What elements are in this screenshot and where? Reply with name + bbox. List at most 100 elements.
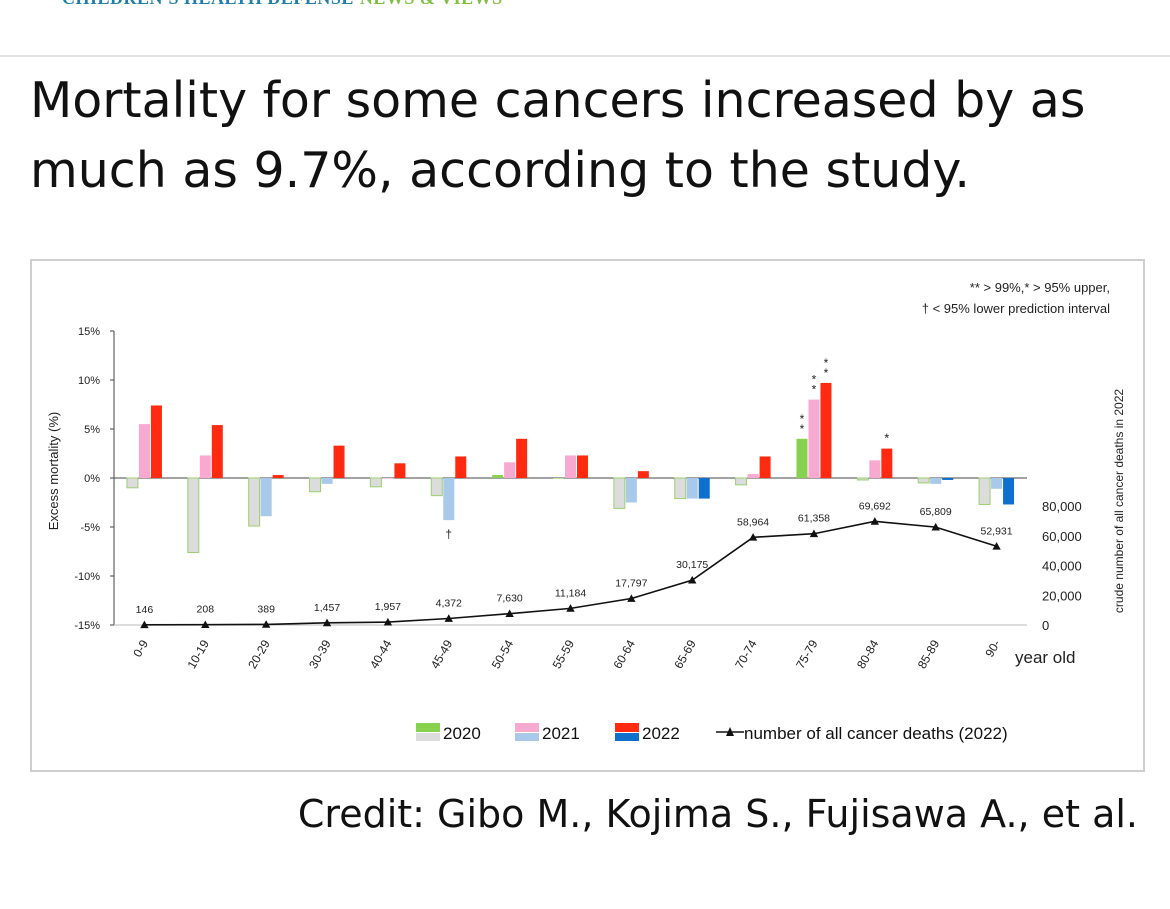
y2-axis-title: crude number of all cancer deaths in 202… (1112, 389, 1126, 613)
y-tick-label: -10% (74, 571, 100, 583)
bar-2022-80-84 (881, 448, 893, 478)
line-point-30-39 (322, 618, 332, 627)
x-tick-label: 65-69 (671, 637, 699, 671)
legend-swatch-neg-2021 (515, 733, 539, 741)
line-data-label: 7,630 (496, 593, 522, 605)
legend-label-2020: 2020 (443, 724, 481, 743)
annotation-lower: † < 95% lower prediction interval (922, 301, 1110, 316)
y2-tick-label: 60,000 (1042, 529, 1082, 544)
line-data-label: 61,358 (798, 513, 830, 525)
legend-line-marker (726, 727, 734, 736)
x-tick-label: 75-79 (793, 637, 821, 671)
significance-mark: * (824, 366, 829, 380)
y-tick-label: -5% (80, 522, 100, 534)
legend-swatch-neg-2022 (615, 733, 639, 741)
bar-2022-85-89 (942, 478, 954, 480)
legend-label-line: number of all cancer deaths (2022) (744, 724, 1008, 743)
bar-2020-30-39 (309, 477, 322, 493)
bar-2021-60-64 (625, 478, 637, 503)
bar-2022-20-29 (272, 475, 284, 478)
line-point-80-84 (870, 517, 880, 525)
line-point-0-9 (140, 620, 149, 629)
excess-mortality-chart: 15% 10% 5% 0% -5% -10% -15% Excess mortality (%… (46, 280, 1126, 743)
y-tick-label: 15% (78, 326, 100, 338)
bar-2021-90- (991, 478, 1003, 489)
headline: Mortality for some cancers increased by … (30, 72, 1086, 199)
bar-2021-65-69 (686, 478, 698, 499)
x-tick-label: 50-54 (489, 637, 517, 671)
line-data-label: 146 (136, 604, 154, 616)
bar-2020-0-9 (126, 477, 139, 489)
image-credit: Credit: Gibo M., Kojima S., Fujisawa A.,… (297, 792, 1138, 836)
x-tick-label: 60-64 (610, 637, 638, 671)
chart-figure: 15% 10% 5% 0% -5% -10% -15% Excess mortality (%… (30, 259, 1145, 772)
bar-2022-30-39 (333, 445, 345, 478)
bar-2020-20-29 (248, 477, 261, 527)
bar-2021-20-29 (260, 478, 272, 517)
x-tick-label: 40-44 (367, 637, 395, 671)
bar-2021-40-44 (382, 478, 394, 479)
bar-2022-90- (1003, 478, 1015, 505)
bar-2022-45-49 (455, 456, 467, 478)
x-tick-label: 20-29 (245, 637, 273, 671)
line-data-label: 208 (197, 604, 215, 616)
line-point-50-54 (505, 609, 514, 618)
y-tick-label: 10% (78, 375, 100, 387)
x-tick-label: 70-74 (732, 637, 760, 671)
line-point-65-69 (688, 575, 697, 584)
significance-mark: † (445, 527, 452, 541)
significance-mark: * (884, 431, 889, 446)
annotation-upper: ** > 99%,* > 95% upper, (970, 280, 1110, 295)
line-data-label: 58,964 (737, 516, 769, 528)
y-tick-label: 5% (84, 424, 100, 436)
y2-tick-label: 20,000 (1042, 588, 1082, 603)
bar-2020-75-79 (796, 438, 808, 478)
masthead-section: NEWS & VIEWS (360, 0, 503, 8)
bar-2022-55-59 (577, 455, 588, 478)
x-tick-label: 80-84 (854, 637, 882, 671)
x-tick-label: 10-19 (184, 637, 212, 671)
bar-2022-75-79 (820, 382, 832, 478)
bar-2022-0-9 (150, 405, 162, 478)
x-tick-label: 90- (982, 637, 1003, 659)
bar-2020-60-64 (613, 477, 626, 509)
line-data-label: 11,184 (555, 587, 586, 599)
x-tick-label: 85-89 (915, 637, 943, 671)
x-tick-label: 45-49 (428, 637, 456, 671)
bar-2020-50-54 (492, 475, 504, 478)
significance-mark: * (812, 373, 817, 387)
x-axis-title: year old (1015, 648, 1075, 667)
bar-2020-90- (978, 477, 991, 505)
line-data-label: 30,175 (676, 559, 708, 571)
bar-2020-55-59 (553, 478, 564, 479)
x-tick-label: 30-39 (306, 637, 334, 671)
bar-2022-65-69 (698, 478, 710, 499)
legend-swatch-2022 (615, 723, 639, 732)
significance-mark: * (800, 412, 805, 426)
legend-swatch-2021 (515, 723, 539, 732)
line-point-10-19 (201, 620, 210, 629)
line-data-label: 17,797 (615, 578, 647, 590)
masthead-brand: CHILDREN'S HEALTH DEFENSE (62, 0, 354, 8)
y2-tick-label: 80,000 (1042, 499, 1082, 514)
line-data-label: 389 (257, 603, 275, 615)
bar-2021-75-79 (808, 399, 820, 478)
bar-2020-65-69 (674, 477, 687, 500)
masthead-logo[interactable]: CHILDREN'S HEALTH DEFENSE NEWS & VIEWS (62, 0, 503, 9)
line-point-45-49 (444, 614, 453, 622)
bar-2022-10-19 (211, 425, 223, 478)
y2-tick-label: 0 (1042, 618, 1049, 633)
bar-2021-80-84 (869, 460, 881, 478)
legend-swatch-neg-2020 (416, 733, 440, 741)
line-point-75-79 (809, 529, 819, 538)
bar-2022-40-44 (394, 463, 406, 478)
legend-label-2022: 2022 (642, 724, 680, 743)
bar-2022-50-54 (516, 438, 528, 478)
significance-mark: * (812, 383, 817, 397)
bar-2021-70-74 (747, 474, 759, 478)
bar-2021-55-59 (565, 455, 576, 478)
y-tick-label: 0% (84, 473, 100, 485)
line-data-label: 1,957 (375, 601, 401, 613)
bar-2021-10-19 (199, 455, 211, 478)
bar-2020-10-19 (187, 477, 200, 553)
